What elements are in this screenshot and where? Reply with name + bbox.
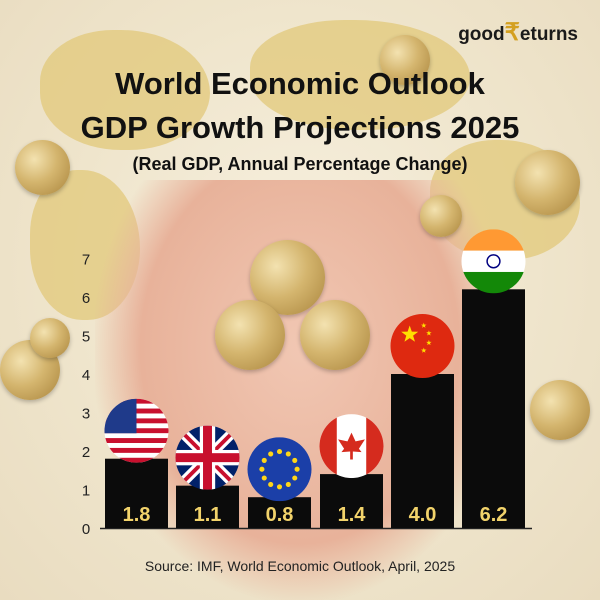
bar-us xyxy=(105,458,168,528)
us-flag-icon xyxy=(104,398,169,463)
coin-decoration xyxy=(215,300,285,370)
chart-title-line1: World Economic Outlook xyxy=(115,66,485,101)
goodreturns-logo[interactable]: good₹eturns xyxy=(458,19,578,46)
data-label: 1.4 xyxy=(338,504,367,526)
canada-flag-icon xyxy=(319,414,384,479)
y-tick-label: 5 xyxy=(82,329,90,346)
coin-decoration xyxy=(30,318,70,358)
uk-flag-icon xyxy=(175,425,240,490)
coin-decoration xyxy=(300,300,370,370)
chart-title-line2: GDP Growth Projections 2025 xyxy=(80,110,520,145)
bar-uk xyxy=(176,485,239,528)
y-tick-label: 6 xyxy=(82,290,90,307)
y-tick-label: 1 xyxy=(82,483,90,500)
y-tick-label: 2 xyxy=(82,444,90,461)
bar-eu xyxy=(248,497,311,528)
coin-decoration xyxy=(15,140,70,195)
coin-decoration xyxy=(515,150,580,215)
y-tick-label: 7 xyxy=(82,252,90,269)
world-map-decoration xyxy=(40,30,210,150)
data-label: 0.8 xyxy=(266,504,294,526)
coin-decoration xyxy=(530,380,590,440)
y-tick-label: 3 xyxy=(82,406,90,423)
world-map-decoration xyxy=(250,20,470,130)
data-label: 1.8 xyxy=(123,504,151,526)
china-flag-icon xyxy=(390,314,455,378)
data-label: 4.0 xyxy=(409,504,437,526)
coin-decoration xyxy=(380,35,430,85)
data-label: 1.1 xyxy=(194,504,222,526)
coin-decoration xyxy=(420,195,462,237)
data-label: 6.2 xyxy=(480,504,508,526)
bar-cn xyxy=(391,374,454,528)
bar-in xyxy=(462,289,525,528)
bar-ca xyxy=(320,474,383,528)
y-tick-label: 0 xyxy=(82,521,90,538)
eu-flag-icon xyxy=(247,437,312,502)
source-note: Source: IMF, World Economic Outlook, Apr… xyxy=(144,558,456,574)
y-tick-label: 4 xyxy=(82,367,90,384)
chart-subtitle: (Real GDP, Annual Percentage Change) xyxy=(132,154,468,174)
india-flag-icon xyxy=(461,229,526,294)
